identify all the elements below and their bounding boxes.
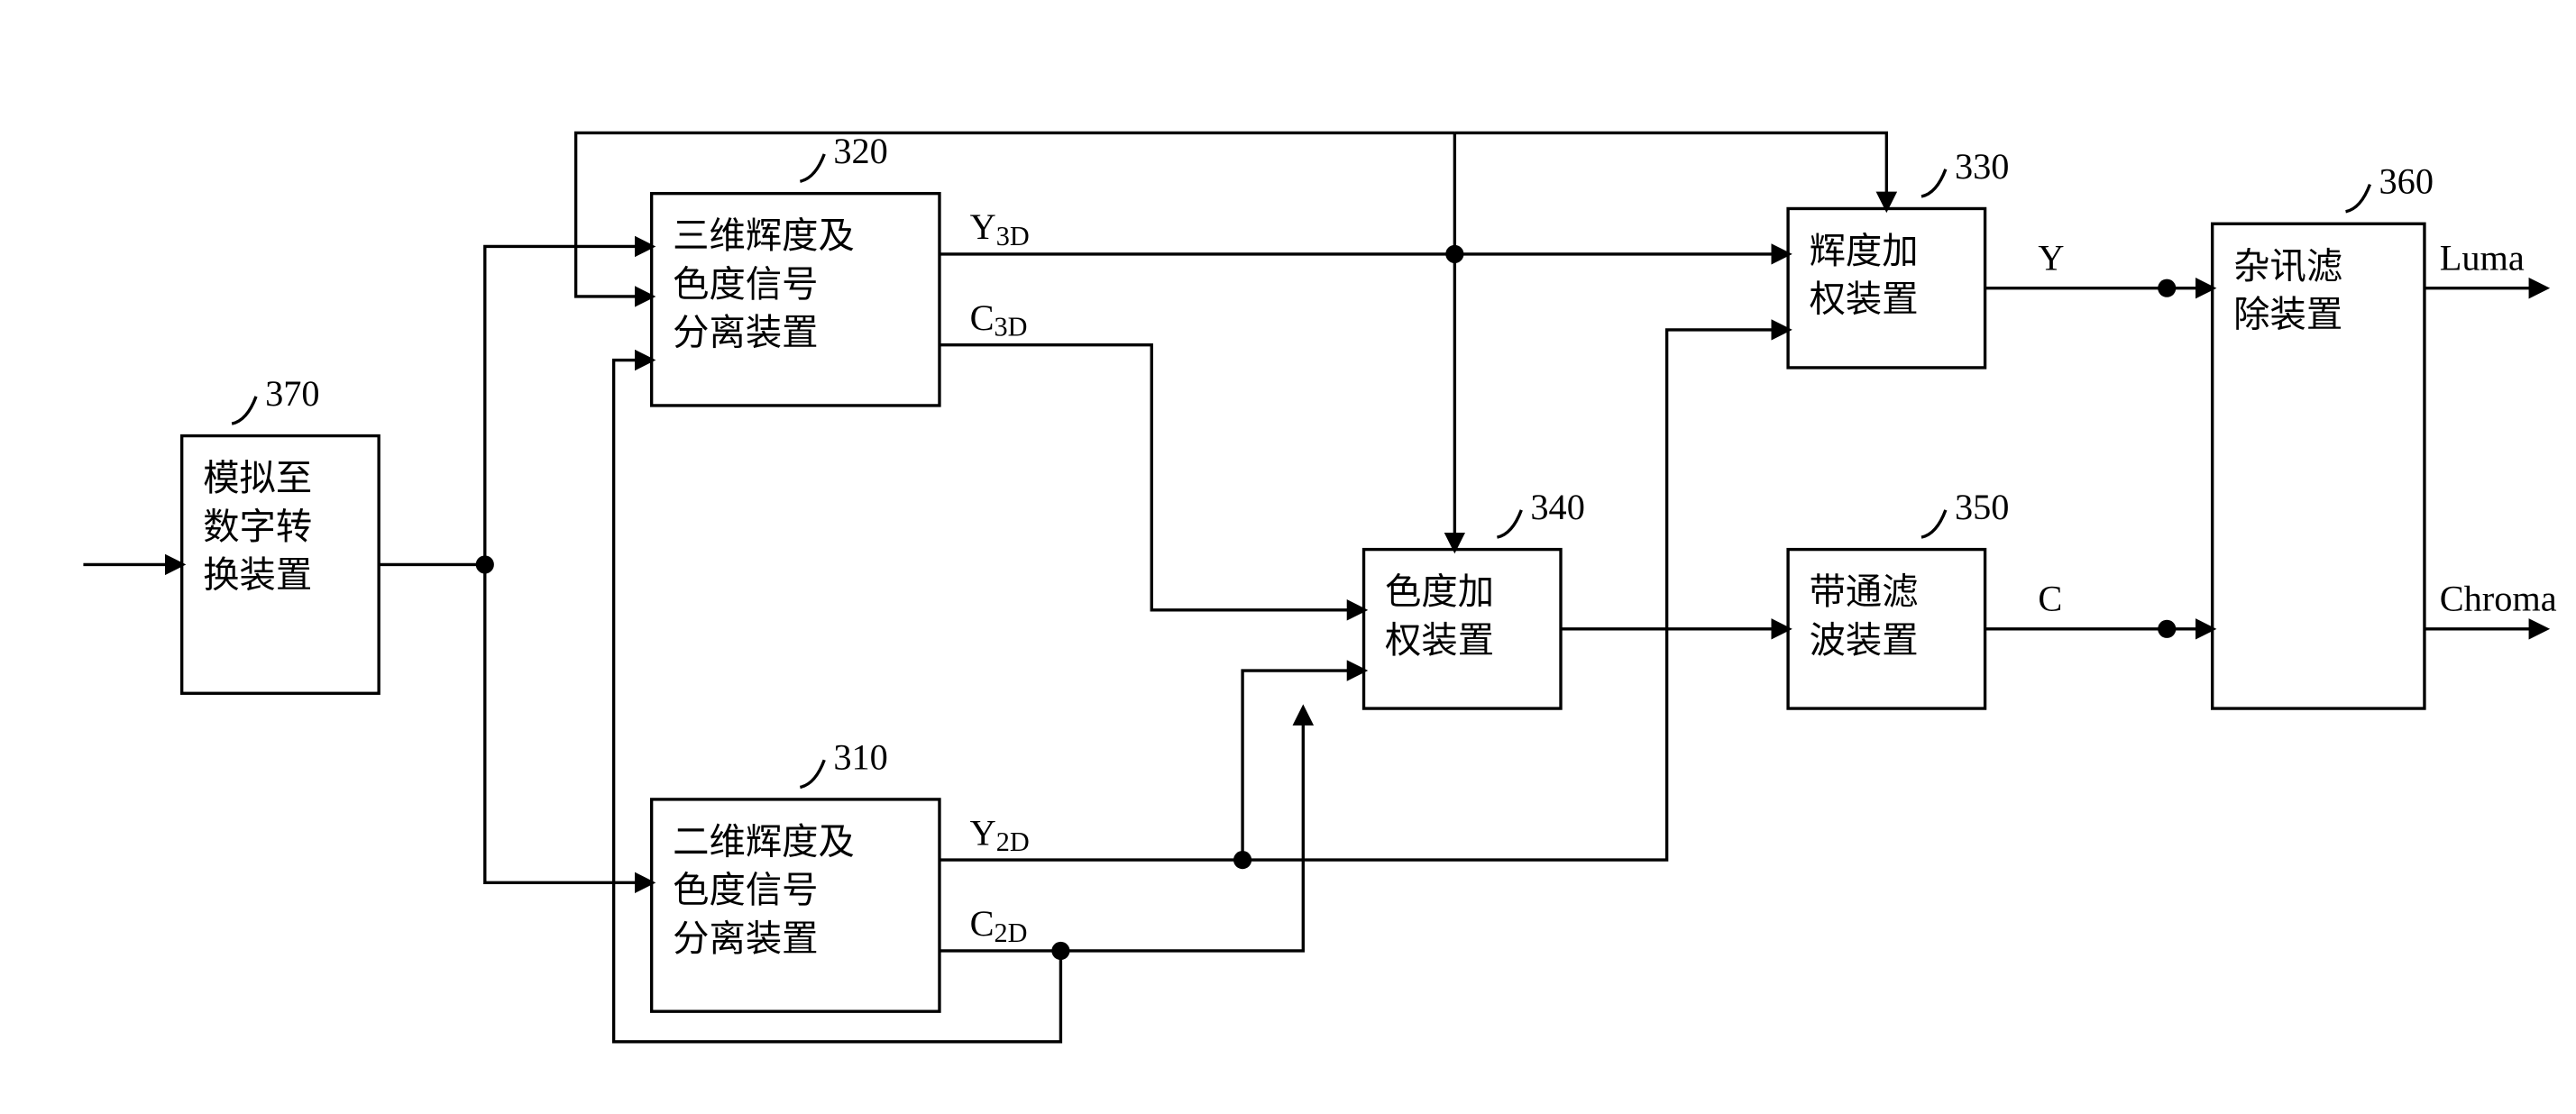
label-y2d: Y2D [970, 812, 1030, 857]
ref-tick [1921, 169, 1946, 196]
block-b330-line0: 辉度加 [1810, 231, 1919, 271]
wire-370-320 [485, 246, 652, 564]
block-b370-line1: 数字转 [203, 507, 312, 547]
ref-310: 310 [833, 736, 888, 777]
block-b310-line2: 分离装置 [673, 918, 818, 959]
block-b370-line0: 模拟至 [203, 458, 312, 498]
ref-tick [800, 760, 824, 787]
ref-330: 330 [1955, 146, 2010, 187]
junction-dot [2158, 620, 2176, 638]
block-b320-line1: 色度信号 [673, 264, 818, 305]
label-c2d: C2D [970, 903, 1028, 948]
ref-tick [1921, 510, 1946, 537]
ref-360: 360 [2379, 161, 2434, 202]
block-b310-line0: 二维辉度及 [673, 821, 855, 862]
junction-dot [2158, 279, 2176, 297]
label-chroma: Chroma [2440, 579, 2557, 619]
ref-320: 320 [833, 131, 888, 171]
block-b340-line0: 色度加 [1385, 571, 1494, 612]
label-C: C [2038, 579, 2062, 619]
wire-top-to-330 [1454, 132, 1886, 208]
block-b370-line2: 换装置 [203, 555, 312, 596]
label-Y: Y [2038, 238, 2064, 278]
ref-370: 370 [265, 373, 320, 414]
block-b320-line2: 分离装置 [673, 313, 818, 353]
label-y3d: Y3D [970, 206, 1030, 251]
block-b350-line0: 带通滤 [1810, 571, 1919, 612]
ref-tick [800, 154, 824, 181]
ref-tick [1497, 510, 1521, 537]
label-c3d: C3D [970, 297, 1028, 342]
label-luma: Luma [2440, 238, 2525, 278]
block-diagram: 模拟至数字转换装置三维辉度及色度信号分离装置二维辉度及色度信号分离装置色度加权装… [0, 0, 2576, 1114]
wire-y2d-330 [1242, 330, 1788, 860]
block-b310-line1: 色度信号 [673, 870, 818, 910]
block-b320-line0: 三维辉度及 [673, 215, 855, 256]
block-b360-line1: 除装置 [2233, 295, 2342, 335]
block-b330-line1: 权装置 [1810, 279, 1919, 320]
ref-340: 340 [1530, 487, 1585, 527]
block-b360-line0: 杂讯滤 [2233, 246, 2342, 287]
wire-c3d-340 [940, 345, 1364, 610]
ref-tick [2346, 185, 2370, 212]
ref-tick [232, 397, 256, 424]
wire-c2d-340 [1060, 708, 1303, 951]
block-b350-line1: 波装置 [1810, 620, 1919, 661]
ref-350: 350 [1955, 487, 2010, 527]
block-b340-line1: 权装置 [1385, 620, 1494, 661]
wire-370-310 [485, 564, 652, 882]
